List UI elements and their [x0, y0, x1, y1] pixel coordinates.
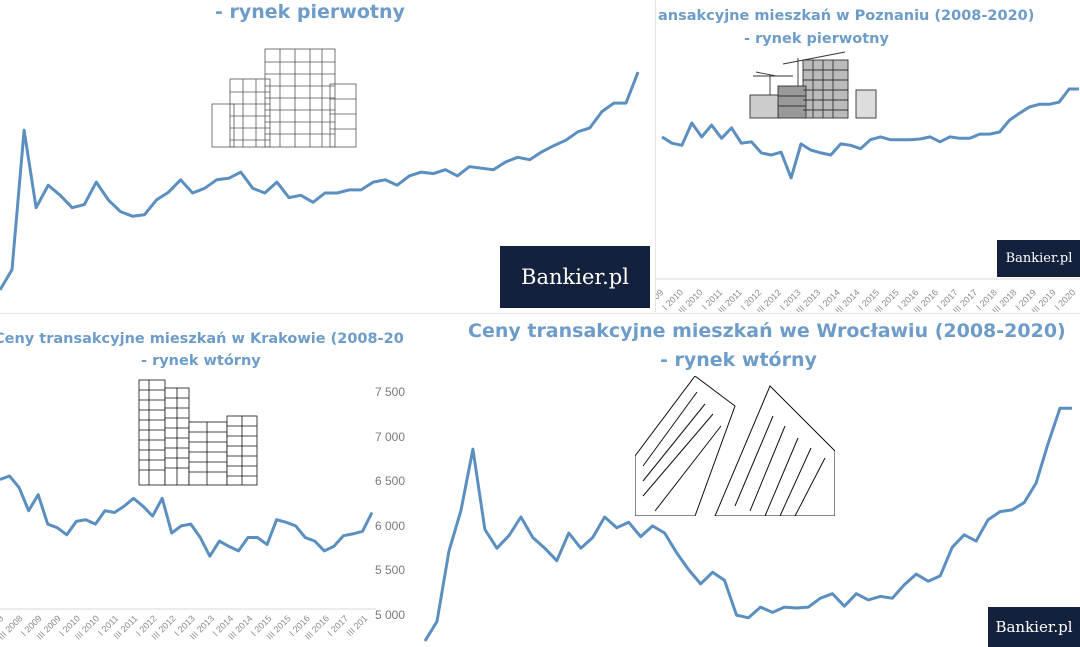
chart-subtitle: - rynek wtórny	[141, 353, 261, 369]
x-tick-label: I 2020	[1053, 287, 1078, 312]
series-line	[423, 406, 1072, 642]
chart-panel-wroclaw: Ceny transakcyjne mieszkań we Wrocławiu …	[375, 313, 1080, 647]
chart-panel-poznan: ansakcyjne mieszkań w Poznaniu (2008-202…	[655, 0, 1080, 312]
y-tick-label: 5 000	[375, 608, 406, 622]
apartment-towers-sketch-icon	[138, 379, 258, 486]
skyscraper-sketch-icon	[635, 376, 835, 516]
y-tick-label: 7 500	[375, 385, 406, 399]
apartment-building-sketch-icon	[211, 48, 357, 148]
x-tick-label: III 2008	[0, 613, 25, 641]
series-line	[0, 71, 640, 291]
chart-panel-primary-market: - rynek pierwotny Bankier.pl	[0, 0, 655, 312]
chart-panel-krakow: Ceny transakcyjne mieszkań w Krakowie (2…	[0, 313, 420, 646]
line-chart-primary-market	[0, 71, 640, 291]
x-tick-label: 2009	[656, 287, 665, 308]
bankier-logo: Bankier.pl	[988, 607, 1080, 647]
chart-subtitle: - rynek wtórny	[660, 349, 817, 371]
y-tick-label: 6 500	[375, 474, 406, 489]
chart-title: Ceny transakcyjne mieszkań we Wrocławiu …	[468, 320, 1066, 342]
chart-title: - rynek pierwotny	[215, 1, 405, 23]
series-line	[661, 87, 1079, 180]
y-tick-label: 5 500	[375, 563, 406, 578]
series-line	[0, 474, 374, 558]
chart-subtitle: - rynek pierwotny	[744, 31, 889, 47]
chart-title: ansakcyjne mieszkań w Poznaniu (2008-202…	[658, 8, 1035, 24]
x-tick-label: 08	[0, 613, 5, 627]
x-tick-label: I 2017	[325, 613, 350, 638]
chart-title: Ceny transakcyjne mieszkań w Krakowie (2…	[0, 331, 404, 347]
x-tick-label: III 201	[345, 613, 370, 638]
bankier-logo: Bankier.pl	[997, 240, 1080, 277]
y-tick-label: 7 000	[375, 429, 406, 444]
line-chart-wroclaw	[423, 406, 1072, 642]
y-tick-label: 6 000	[375, 518, 406, 533]
construction-site-sketch-icon	[749, 51, 877, 119]
bankier-logo: Bankier.pl	[500, 246, 650, 308]
